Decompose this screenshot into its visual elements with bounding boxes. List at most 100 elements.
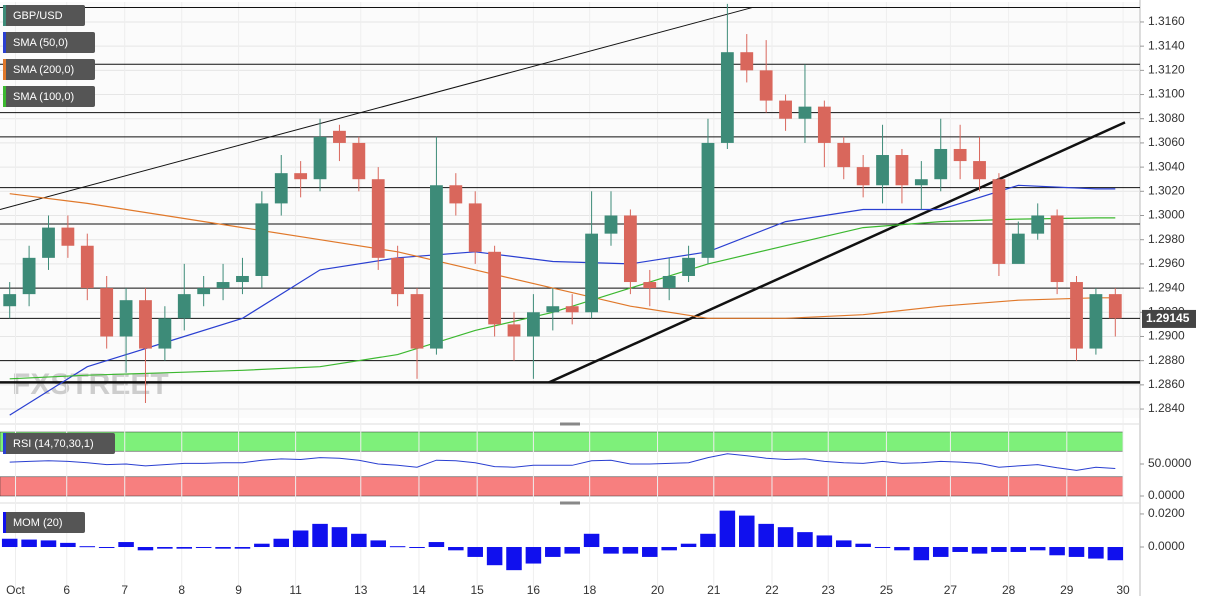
mom-bar xyxy=(21,539,37,548)
y-tick-label: 1.3040 xyxy=(1148,159,1185,173)
legend-swatch xyxy=(3,59,6,80)
candle-body xyxy=(449,185,463,204)
y-tick-label: 0.0200 xyxy=(1148,506,1185,520)
candle-body xyxy=(507,324,521,337)
y-tick-label: 50.0000 xyxy=(1148,456,1192,470)
candle-body xyxy=(546,306,560,313)
y-tick-label: 1.3000 xyxy=(1148,208,1185,222)
candle-body xyxy=(430,185,443,349)
mom-bar xyxy=(157,547,173,549)
candle-body xyxy=(333,130,346,143)
mom-bar xyxy=(603,547,619,554)
mom-bar xyxy=(370,540,386,548)
legend-label: SMA (200,0) xyxy=(13,64,74,76)
mom-bar xyxy=(545,547,561,557)
legend-box xyxy=(3,5,85,26)
y-tick-label: 1.3140 xyxy=(1148,38,1185,52)
mom-bar xyxy=(506,547,522,571)
x-tick-label: 15 xyxy=(470,583,484,597)
x-tick-label: 30 xyxy=(1116,583,1130,597)
labels: 1.28401.28601.28801.29001.29201.29401.29… xyxy=(3,5,1196,597)
candle-body xyxy=(468,203,482,252)
marks xyxy=(0,3,1140,571)
x-tick-label: 9 xyxy=(235,583,242,597)
candle-body xyxy=(100,288,114,337)
mom-bar xyxy=(622,547,639,554)
candle-body xyxy=(895,155,909,186)
y-tick-label: 0.0000 xyxy=(1148,488,1185,502)
mom-bar xyxy=(1,538,18,548)
candle-body xyxy=(3,294,17,307)
y-tick-label: 0.0000 xyxy=(1148,539,1185,553)
mom-bar xyxy=(971,547,988,554)
y-tick-label: 1.3060 xyxy=(1148,135,1185,149)
candle-body xyxy=(856,167,870,186)
candle-body xyxy=(1050,215,1064,283)
x-tick-label: 27 xyxy=(944,583,958,597)
mom-bar xyxy=(894,547,910,551)
trendline xyxy=(548,121,1126,384)
candle-body xyxy=(779,100,792,119)
mom-bar xyxy=(777,527,794,548)
x-tick-label: 28 xyxy=(1002,583,1016,597)
legend-label: SMA (100,0) xyxy=(13,91,74,103)
oversold-band xyxy=(0,476,1124,497)
candle-body xyxy=(410,294,424,349)
y-tick-label: 1.2980 xyxy=(1148,232,1185,246)
trendline xyxy=(0,6,753,210)
mom-bar xyxy=(700,533,716,548)
mom-bar xyxy=(1088,547,1104,559)
candle-body xyxy=(1108,294,1122,319)
candle-body xyxy=(42,227,55,258)
mom-bar xyxy=(176,547,193,549)
mom-bar xyxy=(758,523,774,548)
candle-body xyxy=(352,142,366,180)
x-tick-label: 18 xyxy=(583,583,597,597)
mom-bar xyxy=(79,546,96,548)
mom-bar xyxy=(835,540,852,548)
candle-body xyxy=(177,294,191,319)
mom-bar xyxy=(428,542,445,548)
x-tick-label: 21 xyxy=(707,583,721,597)
candle-body xyxy=(371,179,385,258)
candle-body xyxy=(22,257,36,295)
x-tick-label: 13 xyxy=(354,583,368,597)
candle-body xyxy=(1089,294,1103,349)
mom-bar xyxy=(1107,547,1124,561)
x-tick-label: 8 xyxy=(178,583,185,597)
legend-swatch xyxy=(3,32,6,53)
y-tick-label: 1.2900 xyxy=(1148,329,1185,343)
mom-bar xyxy=(195,547,212,549)
mom-bar xyxy=(137,547,154,551)
price-tag-label: 1.29145 xyxy=(1146,311,1190,325)
candle-body xyxy=(61,227,75,246)
candle-body xyxy=(953,148,967,162)
legend-box xyxy=(3,512,85,533)
mom-bar xyxy=(40,540,57,548)
candle-body xyxy=(158,318,172,349)
candle-body xyxy=(488,251,502,325)
candle-body xyxy=(643,282,657,289)
mom-bar xyxy=(98,547,115,549)
mom-bar xyxy=(874,547,891,549)
x-tick-label: 16 xyxy=(527,583,541,597)
mom-bar xyxy=(1049,547,1065,556)
x-tick-label: 25 xyxy=(880,583,894,597)
mom-bar xyxy=(60,542,76,548)
candle-body xyxy=(294,173,308,180)
mom-bar xyxy=(739,515,755,548)
candle-body xyxy=(817,106,831,143)
mom-bar xyxy=(389,546,406,548)
y-tick-label: 1.2840 xyxy=(1148,401,1185,415)
y-tick-label: 1.2960 xyxy=(1148,256,1185,270)
mom-bar xyxy=(642,547,658,557)
legend-label: MOM (20) xyxy=(13,517,63,529)
legend-box xyxy=(3,86,95,107)
candle-body xyxy=(1031,215,1045,234)
mom-bar xyxy=(409,547,425,549)
mom-bar xyxy=(932,547,949,557)
candle-body xyxy=(992,179,1006,264)
candle-body xyxy=(682,257,695,276)
mom-bar xyxy=(292,530,309,548)
